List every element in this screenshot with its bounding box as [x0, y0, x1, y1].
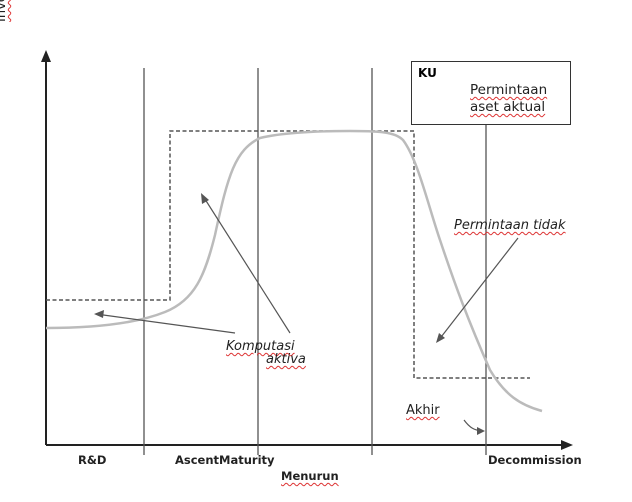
arrow-komputasi-left — [95, 313, 236, 334]
annotation-active-computation-line2: aktiva — [266, 352, 306, 367]
legend-actual-label: aset aktual — [470, 99, 546, 115]
phase-label-decommission: Decommission — [488, 453, 582, 467]
phase-label-rd: R&D — [78, 453, 107, 467]
annotation-unmet-demand: Permintaan tidak — [454, 218, 566, 233]
phase-label-decline: Menurun — [281, 469, 339, 483]
arrowhead-komputasi-left — [94, 310, 104, 318]
y-axis-arrow — [41, 50, 51, 62]
annotation-active-computation-line1: Komputasi — [226, 339, 295, 354]
legend-title: KU — [418, 66, 437, 80]
phase-label-ascent-maturity: AscentMaturity — [175, 453, 275, 467]
actual-assets-curve — [45, 129, 543, 413]
x-axis-arrow — [561, 440, 573, 450]
legend-demand-label: Permintaan — [470, 82, 548, 98]
demand-line — [46, 130, 530, 379]
annotation-end: Akhir — [406, 403, 440, 418]
arrowhead-komputasi-up — [201, 193, 209, 204]
arrow-komputasi-up — [202, 195, 291, 334]
arrowhead-unmet-demand — [436, 333, 445, 343]
arrowhead-end — [477, 427, 485, 435]
arrow-unmet-demand — [437, 237, 519, 342]
y-axis-title: Investasi — [0, 0, 9, 22]
legend: KU Permintaan aset aktual — [411, 61, 571, 125]
